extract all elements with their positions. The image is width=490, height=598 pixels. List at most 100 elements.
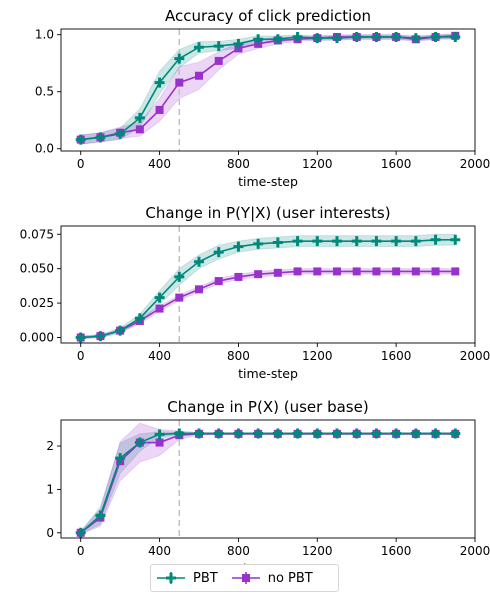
data-point-pbt xyxy=(332,428,342,439)
data-point-pbt xyxy=(154,77,165,88)
data-point-pbt xyxy=(410,428,421,439)
data-point-no-pbt xyxy=(195,285,203,294)
data-point-pbt xyxy=(272,237,283,248)
data-point-pbt xyxy=(332,33,342,44)
data-point-pbt xyxy=(213,41,224,52)
data-point-pbt xyxy=(292,236,303,247)
data-point-no-pbt xyxy=(254,270,263,279)
legend: PBT no PBT xyxy=(150,564,339,592)
data-point-pbt xyxy=(272,34,283,45)
data-point-pbt xyxy=(233,38,244,49)
data-point-pbt xyxy=(115,128,126,139)
data-point-pbt xyxy=(410,33,421,44)
data-point-no-pbt xyxy=(293,267,302,276)
data-point-pbt xyxy=(292,31,303,42)
x-tick-label: 800 xyxy=(227,349,250,363)
data-point-pbt xyxy=(430,234,441,245)
data-point-no-pbt xyxy=(234,272,243,281)
y-tick-label: 1.0 xyxy=(35,28,54,42)
data-point-pbt xyxy=(253,34,264,45)
data-point-pbt xyxy=(312,236,323,247)
data-point-pbt xyxy=(450,31,461,42)
data-point-no-pbt xyxy=(431,267,440,276)
chart-title: Accuracy of click prediction xyxy=(165,7,371,25)
x-tick-label: 0 xyxy=(77,349,85,363)
data-point-pbt xyxy=(391,428,402,439)
data-point-no-pbt xyxy=(155,438,164,447)
chart-title: Change in P(X) (user base) xyxy=(167,398,368,416)
axes-frame xyxy=(60,419,476,539)
data-point-pbt xyxy=(194,428,204,439)
data-point-pbt xyxy=(253,238,264,249)
y-tick-label: 2 xyxy=(46,439,54,453)
data-point-pbt xyxy=(95,331,106,342)
panel-accuracy: Accuracy of click prediction 0 400 800 1200 1… xyxy=(35,7,490,189)
legend-label-no-pbt: no PBT xyxy=(267,570,313,586)
x-tick-label: 400 xyxy=(148,157,171,171)
data-point-pbt xyxy=(95,510,106,521)
data-point-pbt xyxy=(174,53,185,64)
data-point-no-pbt xyxy=(195,71,203,80)
data-point-no-pbt xyxy=(155,304,164,313)
data-point-pbt xyxy=(430,428,441,439)
legend-label-pbt: PBT xyxy=(193,570,218,586)
chart-title: Change in P(Y|X) (user interests) xyxy=(145,204,390,222)
x-tick-label: 2000 xyxy=(460,349,490,363)
x-tick-label: 800 xyxy=(227,544,250,558)
axes-frame xyxy=(60,28,476,152)
x-tick-label: 1600 xyxy=(381,349,412,363)
data-point-pbt xyxy=(410,236,421,247)
data-point-no-pbt xyxy=(214,277,223,286)
x-tick-label: 1600 xyxy=(381,544,412,558)
data-point-pbt xyxy=(312,33,323,44)
data-point-pbt xyxy=(115,325,126,336)
data-point-pbt xyxy=(154,429,165,440)
data-point-pbt xyxy=(450,428,461,439)
data-point-pbt xyxy=(371,236,382,247)
data-point-pbt xyxy=(371,31,382,42)
x-tick-label: 400 xyxy=(148,349,171,363)
x-tick-label: 2000 xyxy=(460,157,490,171)
data-point-pbt xyxy=(154,292,165,303)
x-tick-label: 1200 xyxy=(302,157,333,171)
data-point-pbt xyxy=(371,428,382,439)
data-point-no-pbt xyxy=(333,267,341,276)
data-point-pbt xyxy=(391,236,402,247)
data-point-pbt xyxy=(194,42,204,53)
panel-user-interests: Change in P(Y|X) (user interests) 0 400 800… xyxy=(20,204,490,381)
data-point-no-pbt xyxy=(411,267,420,276)
confidence-band-no-pbt xyxy=(80,268,456,340)
y-tick-label: 0.5 xyxy=(35,85,54,99)
y-tick-label: 0 xyxy=(46,526,54,540)
data-point-pbt xyxy=(332,236,342,247)
data-point-pbt xyxy=(134,313,145,324)
data-point-no-pbt xyxy=(313,267,322,276)
data-point-pbt xyxy=(312,428,323,439)
x-tick-label: 1600 xyxy=(381,157,412,171)
data-point-no-pbt xyxy=(155,105,164,114)
x-tick-label: 2000 xyxy=(460,544,490,558)
data-point-pbt xyxy=(75,332,86,343)
y-tick-label: 0.000 xyxy=(20,330,54,344)
data-point-pbt xyxy=(233,241,244,252)
legend-item-pbt: PBT xyxy=(157,571,218,586)
data-point-no-pbt xyxy=(175,78,184,87)
x-tick-label: 0 xyxy=(77,544,85,558)
data-point-no-pbt xyxy=(273,268,282,277)
y-tick-label: 0.025 xyxy=(20,296,54,310)
y-tick-label: 0.0 xyxy=(35,142,54,156)
data-point-pbt xyxy=(391,31,402,42)
legend-marker-no-pbt xyxy=(231,572,260,584)
data-point-pbt xyxy=(134,437,145,448)
data-point-no-pbt xyxy=(451,267,460,276)
data-point-pbt xyxy=(272,428,283,439)
data-point-pbt xyxy=(115,453,126,464)
data-point-pbt xyxy=(174,271,185,282)
data-point-pbt xyxy=(233,428,244,439)
data-point-pbt xyxy=(213,428,224,439)
data-point-no-pbt xyxy=(392,267,401,276)
series-line-no-pbt xyxy=(80,270,456,339)
x-tick-label: 800 xyxy=(227,157,250,171)
x-tick-label: 400 xyxy=(148,544,171,558)
